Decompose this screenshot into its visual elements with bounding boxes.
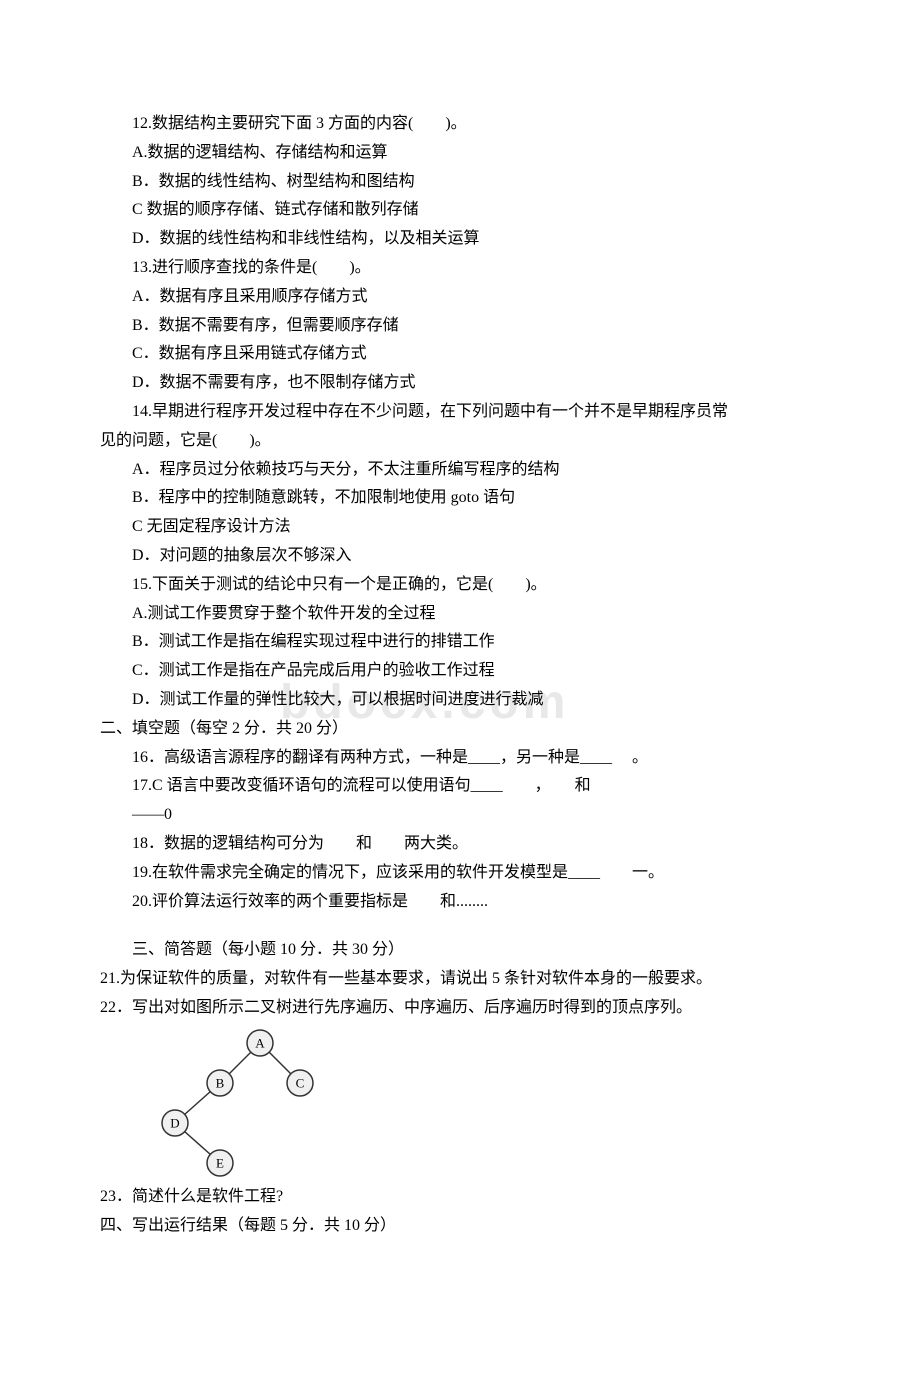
q15-option-c: C．测试工作是指在产品完成后用户的验收工作过程 bbox=[100, 657, 820, 686]
q17-line1: 17.C 语言中要改变循环语句的流程可以使用语句____ ， 和 bbox=[100, 772, 820, 801]
q14-option-c: C 无固定程序设计方法 bbox=[100, 513, 820, 542]
q14-stem-line2: 见的问题，它是( )。 bbox=[100, 427, 820, 456]
q14-stem-line1: 14.早期进行程序开发过程中存在不少问题，在下列问题中有一个并不是早期程序员常 bbox=[100, 398, 820, 427]
section4-header: 四、写出运行结果（每题 5 分．共 10 分） bbox=[100, 1212, 820, 1241]
q17-line2: ——0 bbox=[100, 801, 820, 830]
svg-text:C: C bbox=[296, 1075, 305, 1090]
q23: 23．简述什么是软件工程? bbox=[100, 1183, 820, 1212]
q13-option-a: A．数据有序且采用顺序存储方式 bbox=[100, 283, 820, 312]
q12-option-c: C 数据的顺序存储、链式存储和散列存储 bbox=[100, 196, 820, 225]
q12-stem: 12.数据结构主要研究下面 3 方面的内容( )。 bbox=[100, 110, 820, 139]
q20: 20.评价算法运行效率的两个重要指标是 和........ bbox=[100, 888, 820, 917]
q14-option-a: A．程序员过分依赖技巧与天分，不太注重所编写程序的结构 bbox=[100, 456, 820, 485]
svg-text:B: B bbox=[216, 1075, 225, 1090]
q15-stem: 15.下面关于测试的结论中只有一个是正确的，它是( )。 bbox=[100, 571, 820, 600]
document-content: 12.数据结构主要研究下面 3 方面的内容( )。 A.数据的逻辑结构、存储结构… bbox=[100, 110, 820, 1240]
q13-option-c: C．数据有序且采用链式存储方式 bbox=[100, 340, 820, 369]
q18: 18．数据的逻辑结构可分为 和 两大类。 bbox=[100, 830, 820, 859]
q12-option-b: B．数据的线性结构、树型结构和图结构 bbox=[100, 168, 820, 197]
q21: 21.为保证软件的质量，对软件有一些基本要求，请说出 5 条针对软件本身的一般要… bbox=[100, 965, 820, 994]
svg-text:E: E bbox=[216, 1155, 224, 1170]
binary-tree-diagram: A B C D E bbox=[150, 1023, 350, 1183]
q22: 22．写出对如图所示二叉树进行先序遍历、中序遍历、后序遍历时得到的顶点序列。 bbox=[100, 994, 820, 1023]
svg-text:D: D bbox=[170, 1115, 179, 1130]
q13-option-d: D．数据不需要有序，也不限制存储方式 bbox=[100, 369, 820, 398]
q12-option-a: A.数据的逻辑结构、存储结构和运算 bbox=[100, 139, 820, 168]
q15-option-a: A.测试工作要贯穿于整个软件开发的全过程 bbox=[100, 600, 820, 629]
q14-option-d: D．对问题的抽象层次不够深入 bbox=[100, 542, 820, 571]
q15-option-d: D．测试工作量的弹性比较大，可以根据时间进度进行裁减 bbox=[100, 686, 820, 715]
q16: 16．高级语言源程序的翻译有两种方式，一种是____，另一种是____ 。 bbox=[100, 744, 820, 773]
q15-option-b: B．测试工作是指在编程实现过程中进行的排错工作 bbox=[100, 628, 820, 657]
q19: 19.在软件需求完全确定的情况下，应该采用的软件开发模型是____ 一。 bbox=[100, 859, 820, 888]
q13-stem: 13.进行顺序查找的条件是( )。 bbox=[100, 254, 820, 283]
q14-option-b: B．程序中的控制随意跳转，不加限制地使用 goto 语句 bbox=[100, 484, 820, 513]
svg-text:A: A bbox=[255, 1035, 265, 1050]
section2-header: 二、填空题（每空 2 分．共 20 分） bbox=[100, 715, 820, 744]
section3-header: 三、简答题（每小题 10 分．共 30 分） bbox=[100, 936, 820, 965]
q12-option-d: D．数据的线性结构和非线性结构，以及相关运算 bbox=[100, 225, 820, 254]
q13-option-b: B．数据不需要有序，但需要顺序存储 bbox=[100, 312, 820, 341]
